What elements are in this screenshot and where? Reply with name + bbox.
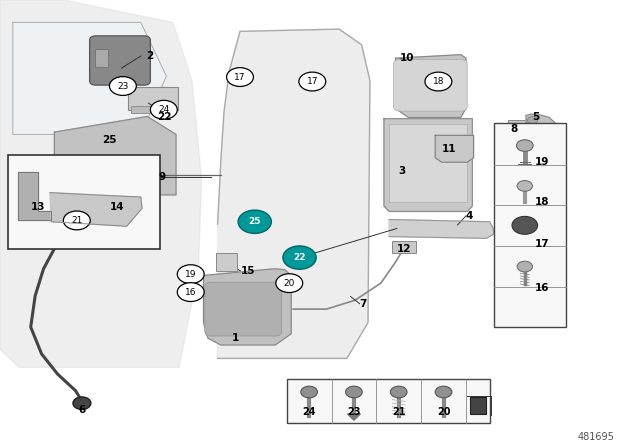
Text: 12: 12: [397, 244, 412, 254]
Text: 24: 24: [158, 105, 170, 114]
FancyBboxPatch shape: [508, 120, 525, 143]
Circle shape: [109, 77, 136, 95]
Text: 17: 17: [307, 77, 318, 86]
Polygon shape: [218, 29, 370, 358]
Polygon shape: [389, 220, 494, 238]
Circle shape: [299, 72, 326, 91]
Text: 16: 16: [185, 288, 196, 297]
FancyBboxPatch shape: [470, 397, 486, 414]
Text: 23: 23: [117, 82, 129, 90]
FancyBboxPatch shape: [392, 241, 416, 253]
Text: 1: 1: [232, 333, 239, 343]
Text: 24: 24: [302, 407, 316, 417]
FancyBboxPatch shape: [394, 60, 467, 111]
Text: 22: 22: [293, 253, 306, 262]
Circle shape: [283, 246, 316, 269]
Polygon shape: [204, 269, 291, 345]
Circle shape: [516, 140, 533, 151]
Text: 15: 15: [241, 266, 255, 276]
Text: 17: 17: [535, 239, 550, 249]
FancyBboxPatch shape: [8, 155, 160, 249]
Polygon shape: [0, 0, 202, 367]
Circle shape: [276, 274, 303, 293]
Text: 21: 21: [392, 407, 406, 417]
Text: 10: 10: [400, 53, 415, 63]
Polygon shape: [348, 414, 360, 420]
Text: 8: 8: [511, 124, 518, 134]
Text: 18: 18: [535, 198, 550, 207]
FancyBboxPatch shape: [494, 123, 566, 327]
FancyBboxPatch shape: [95, 49, 108, 67]
Polygon shape: [13, 22, 166, 134]
Circle shape: [177, 265, 204, 284]
Text: 17: 17: [234, 73, 246, 82]
Text: 18: 18: [433, 77, 444, 86]
FancyBboxPatch shape: [90, 36, 150, 85]
FancyBboxPatch shape: [131, 106, 157, 113]
Text: 4: 4: [466, 211, 474, 221]
Text: 25: 25: [248, 217, 261, 226]
FancyBboxPatch shape: [128, 87, 178, 110]
Polygon shape: [54, 116, 176, 195]
Text: 21: 21: [71, 216, 83, 225]
Circle shape: [227, 68, 253, 86]
Circle shape: [301, 386, 317, 398]
Circle shape: [435, 386, 452, 398]
Circle shape: [517, 261, 532, 272]
Polygon shape: [18, 172, 51, 220]
Circle shape: [73, 397, 91, 409]
Text: 19: 19: [185, 270, 196, 279]
Polygon shape: [396, 55, 466, 117]
Circle shape: [390, 386, 407, 398]
Text: 481695: 481695: [577, 432, 614, 442]
Text: 11: 11: [442, 144, 456, 154]
Text: 14: 14: [110, 202, 125, 212]
Text: 5: 5: [532, 112, 540, 122]
Text: 3: 3: [398, 166, 405, 176]
Polygon shape: [526, 114, 556, 126]
Text: 20: 20: [284, 279, 295, 288]
Text: 9: 9: [159, 172, 166, 182]
Circle shape: [177, 283, 204, 302]
Circle shape: [238, 210, 271, 233]
Circle shape: [425, 72, 452, 91]
Text: 22: 22: [157, 112, 172, 122]
Text: 13: 13: [31, 202, 45, 212]
Text: 25: 25: [102, 135, 117, 145]
Polygon shape: [50, 193, 142, 226]
Polygon shape: [435, 135, 474, 162]
Text: 19: 19: [535, 157, 549, 167]
Circle shape: [346, 386, 362, 398]
Circle shape: [517, 181, 532, 191]
Text: 23: 23: [347, 407, 361, 417]
Polygon shape: [384, 119, 472, 211]
FancyBboxPatch shape: [205, 282, 282, 336]
FancyBboxPatch shape: [216, 253, 237, 271]
Circle shape: [512, 216, 538, 234]
FancyBboxPatch shape: [389, 124, 467, 202]
Text: 7: 7: [360, 299, 367, 309]
Circle shape: [527, 116, 538, 124]
FancyBboxPatch shape: [287, 379, 490, 423]
Text: 2: 2: [146, 51, 153, 61]
Circle shape: [63, 211, 90, 230]
Text: 6: 6: [78, 405, 86, 415]
Text: 16: 16: [535, 283, 550, 293]
Circle shape: [150, 100, 177, 119]
Text: 20: 20: [436, 407, 451, 417]
